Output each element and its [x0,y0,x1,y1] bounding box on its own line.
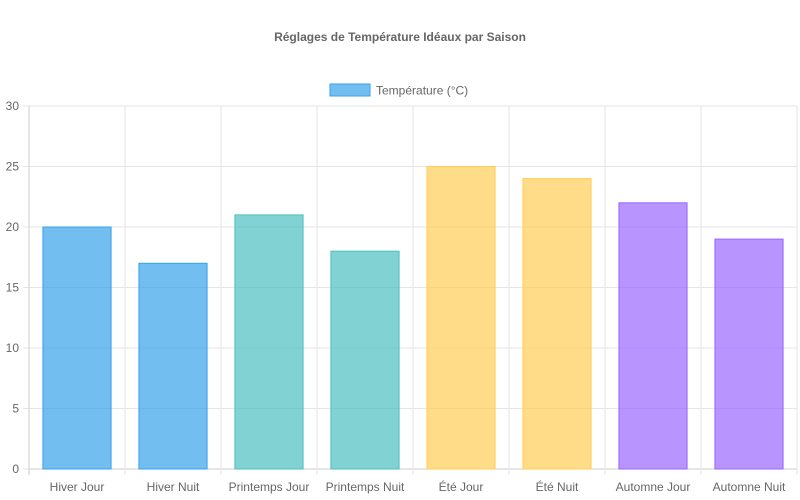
y-tick-label: 15 [6,281,20,295]
legend[interactable]: Température (°C) [329,83,468,98]
x-tick-label: Été Jour [439,479,484,494]
chart-title: Réglages de Température Idéaux par Saiso… [274,30,526,44]
legend-swatch[interactable] [329,83,371,97]
y-tick-label: 25 [6,160,20,174]
x-tick-label: Hiver Nuit [147,480,200,494]
y-axis: 0 5 10 15 20 25 30 [6,99,20,476]
y-tick-label: 5 [12,402,19,416]
x-tick-label: Printemps Jour [229,480,310,494]
bar[interactable] [42,226,112,470]
x-axis: Hiver Jour Hiver Nuit Printemps Jour Printe… [50,479,786,494]
bar[interactable] [618,202,688,470]
x-tick-label: Été Nuit [536,479,579,494]
y-tick-label: 30 [6,99,20,113]
x-tick-label: Automne Nuit [713,480,786,494]
bar[interactable] [138,262,208,470]
bar[interactable] [426,166,496,470]
bar[interactable] [522,178,592,470]
x-tick-label: Automne Jour [616,480,691,494]
bar[interactable] [714,238,784,470]
y-tick-label: 10 [6,341,20,355]
bar[interactable] [330,250,400,470]
x-tick-label: Printemps Nuit [326,480,405,494]
legend-label[interactable]: Température (°C) [376,84,468,98]
y-tick-label: 20 [6,220,20,234]
bars [42,166,784,470]
y-tick-label: 0 [12,462,19,476]
bar[interactable] [234,214,304,470]
x-tick-label: Hiver Jour [50,480,105,494]
